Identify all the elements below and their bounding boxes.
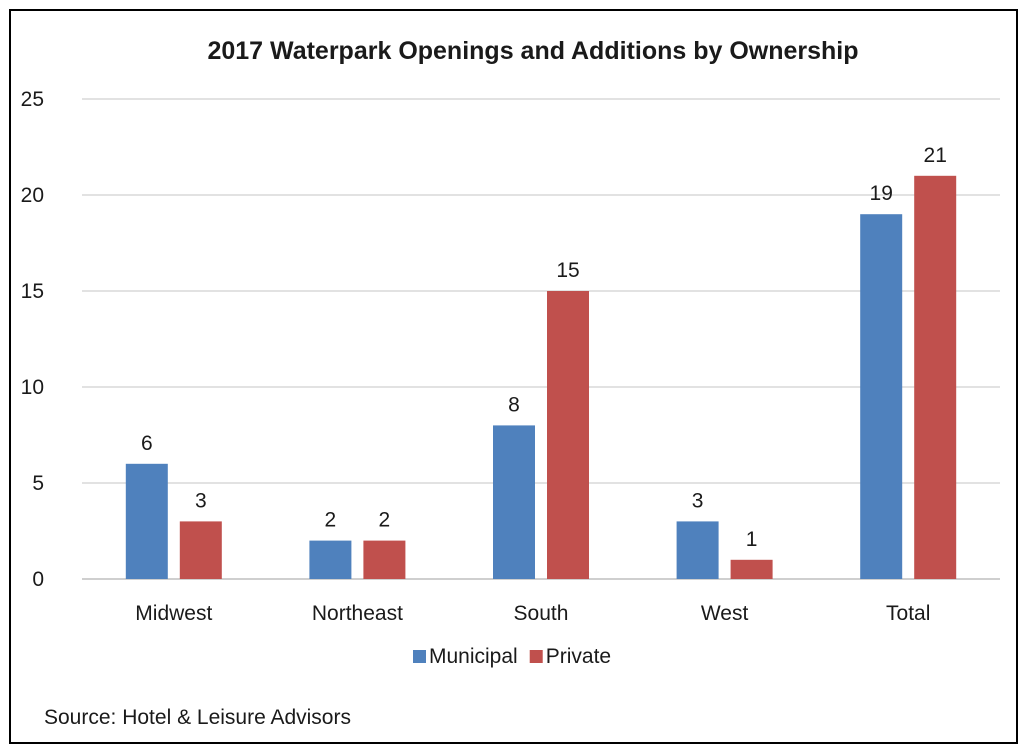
chart-title: 2017 Waterpark Openings and Additions by…	[207, 37, 858, 65]
legend-swatch	[529, 650, 543, 663]
data-label: 21	[924, 144, 947, 167]
bar-municipal	[860, 214, 903, 579]
x-category-label: South	[514, 602, 569, 625]
bar-municipal	[676, 521, 719, 579]
bars	[125, 175, 957, 580]
x-category-label: Total	[886, 602, 930, 625]
y-tick-label: 0	[32, 568, 44, 591]
y-tick-label: 10	[21, 376, 44, 399]
legend-entry: Municipal	[429, 645, 518, 668]
bar-municipal	[493, 425, 535, 579]
bar-private	[363, 540, 406, 579]
data-label: 3	[692, 489, 704, 512]
data-label: 3	[195, 489, 207, 512]
bar-private	[547, 291, 589, 579]
data-label: 2	[325, 509, 337, 532]
bar-municipal	[309, 540, 352, 579]
data-label: 6	[141, 432, 153, 455]
data-label: 15	[556, 259, 579, 282]
bar-municipal	[125, 463, 168, 579]
x-category-label: Northeast	[312, 602, 403, 625]
data-label: 8	[508, 393, 520, 416]
x-category-label: West	[701, 602, 749, 625]
y-tick-label: 20	[21, 184, 44, 207]
y-tick-label: 15	[21, 280, 44, 303]
data-labels: 6 3 2 2 8 15 3 1 19 21	[141, 144, 947, 551]
y-tick-label: 25	[21, 88, 44, 111]
x-category-label: Midwest	[135, 602, 212, 625]
bar-private	[179, 521, 222, 579]
data-label: 2	[379, 509, 391, 532]
gridlines	[82, 98, 1000, 580]
data-label: 19	[870, 182, 893, 205]
legend: Municipal Private	[413, 645, 611, 668]
y-axis-ticks: 0 5 10 15 20 25	[21, 88, 44, 591]
data-label: 1	[746, 528, 758, 551]
y-tick-label: 5	[32, 472, 44, 495]
legend-entry: Private	[546, 645, 611, 668]
bar-private	[914, 175, 957, 580]
x-axis-categories: Midwest Northeast South West Total	[135, 602, 930, 625]
chart-frame	[9, 9, 1018, 744]
legend-swatch	[413, 650, 426, 663]
bar-private	[730, 559, 773, 579]
source-note: Source: Hotel & Leisure Advisors	[44, 706, 351, 729]
